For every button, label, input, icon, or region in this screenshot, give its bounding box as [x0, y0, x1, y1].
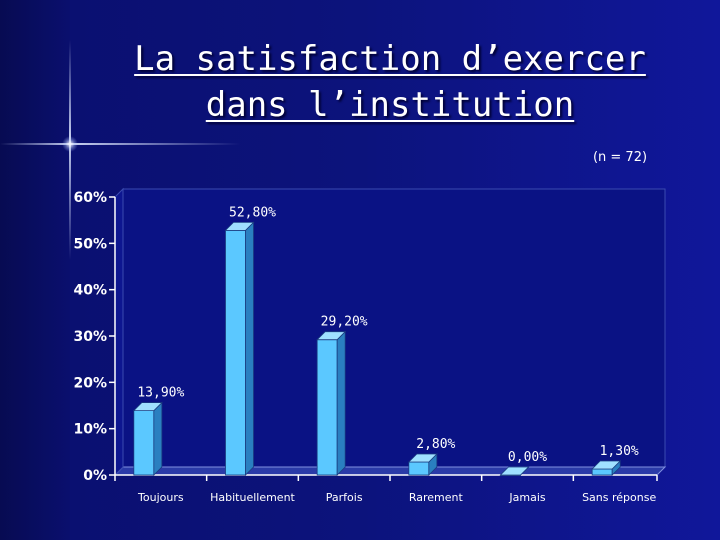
- chart-walls: [113, 187, 667, 477]
- bar-top: [407, 453, 438, 463]
- bar-top: [316, 331, 347, 341]
- data-label: 52,80%: [229, 205, 276, 220]
- bar-side: [336, 330, 346, 476]
- lens-flare-horizontal: [0, 143, 240, 145]
- y-tick-label: 30%: [73, 329, 107, 345]
- bar: [224, 221, 255, 476]
- y-tick-label: 0%: [83, 468, 107, 484]
- x-axis: Toujours Habituellement Parfois Rarement Jam…: [114, 474, 658, 504]
- x-tick-label: Toujours: [137, 491, 184, 504]
- data-label: 1,30%: [600, 444, 639, 459]
- data-label: 2,80%: [416, 437, 455, 452]
- data-label: 13,90%: [137, 386, 184, 401]
- y-tick-label: 10%: [73, 422, 107, 438]
- bar: [591, 460, 622, 476]
- bar-top: [499, 466, 530, 476]
- bar-front: [133, 410, 155, 476]
- x-tick-label: Sans réponse: [582, 491, 656, 504]
- y-axis: 0% 10% 20% 30% 40% 50% 60%: [73, 190, 116, 484]
- x-tick-label: Parfois: [326, 491, 363, 504]
- x-tick-label: Habituellement: [210, 491, 295, 504]
- bar-front: [316, 339, 338, 476]
- y-tick-label: 50%: [73, 236, 107, 252]
- bar-front: [408, 461, 430, 476]
- bar-side: [245, 221, 254, 476]
- y-tick-label: 60%: [73, 190, 107, 206]
- bar-top: [224, 221, 255, 231]
- data-label: 29,20%: [321, 315, 368, 330]
- x-tick-label: Rarement: [409, 491, 464, 504]
- left-band: [0, 0, 70, 540]
- slide-title-line2: dans l’institution: [205, 85, 575, 125]
- y-tick-label: 40%: [73, 283, 107, 299]
- slide-title: La satisfaction d’exercer dans l’institu…: [110, 36, 670, 128]
- bar: [499, 466, 530, 476]
- data-labels: 13,90% 52,80% 29,20% 2,80% 0,00% 1,30%: [137, 205, 639, 465]
- lens-flare-center: [62, 136, 78, 152]
- bar: [407, 453, 438, 476]
- back-wall: [122, 188, 666, 468]
- bar: [316, 330, 347, 476]
- bars: [132, 221, 622, 476]
- bar-front: [225, 229, 246, 476]
- data-label: 0,00%: [508, 450, 547, 465]
- side-wall: [114, 187, 124, 477]
- bar-side: [153, 401, 163, 476]
- bar-top: [591, 460, 622, 470]
- floor: [113, 466, 667, 476]
- bar-top: [132, 402, 163, 411]
- x-tick-label: Jamais: [508, 491, 545, 504]
- slide-title-line1: La satisfaction d’exercer: [134, 39, 646, 79]
- bar-front: [591, 468, 613, 476]
- bar: [132, 401, 163, 476]
- sample-size-note: (n = 72): [592, 150, 648, 165]
- y-tick-label: 20%: [73, 375, 107, 391]
